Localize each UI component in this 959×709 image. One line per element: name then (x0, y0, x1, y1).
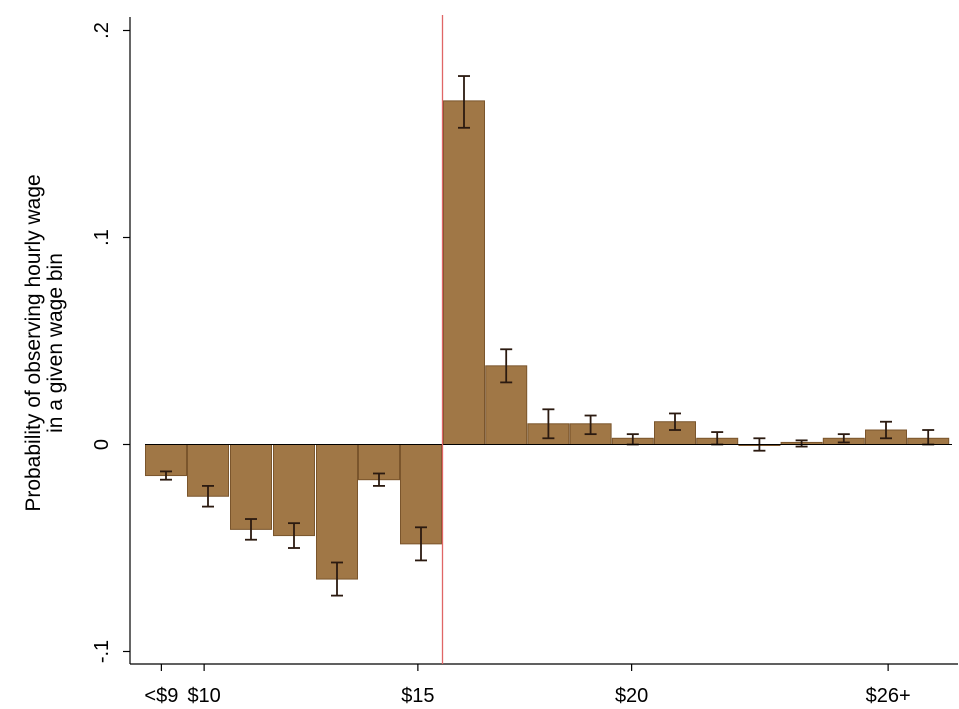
y-axis-title-line-2: in a given wage bin (44, 253, 67, 433)
bar-3 (273, 444, 315, 537)
bar-2 (230, 444, 272, 530)
y-axis-title: Probability of observing hourly wage in … (22, 174, 67, 511)
y-axis-title-line-1: Probability of observing hourly wage (22, 174, 45, 511)
x-tick-label-1: $10 (187, 685, 220, 707)
x-tick-label-4: $26+ (866, 685, 911, 707)
bar-4 (316, 444, 358, 580)
y-tick-label-0: -.1 (91, 640, 113, 663)
plot-area: -.1 0 .1 .2 <$9 $10 $15 $20 $26+ (91, 15, 958, 707)
x-tick-label-2: $15 (401, 685, 434, 707)
bar-0 (145, 444, 187, 477)
y-tick-label-3: .2 (91, 22, 113, 39)
y-tick-label-2: .1 (91, 229, 113, 246)
bar-7 (443, 100, 485, 445)
x-tick-label-3: $20 (615, 685, 648, 707)
x-tick-label-0: <$9 (144, 685, 178, 707)
y-tick-label-1: 0 (91, 439, 113, 450)
